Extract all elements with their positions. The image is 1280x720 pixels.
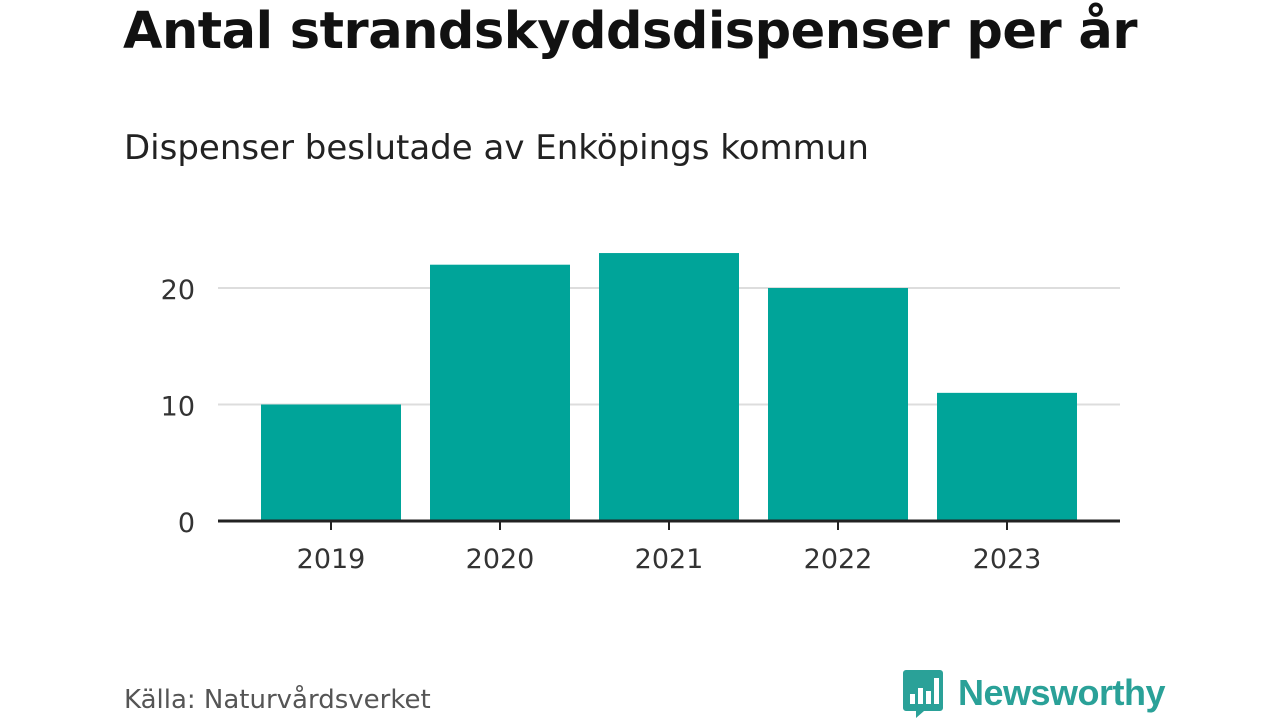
y-tick-label-10: 10 bbox=[161, 392, 195, 423]
chart-subtitle: Dispenser beslutade av Enköpings kommun bbox=[124, 128, 869, 168]
newsworthy-logo-icon bbox=[903, 670, 943, 718]
x-tick-label-2023: 2023 bbox=[973, 544, 1042, 575]
y-tick-label-0: 0 bbox=[178, 508, 195, 539]
x-tick-label-2022: 2022 bbox=[804, 544, 873, 575]
newsworthy-brand: Newsworthy bbox=[902, 668, 1166, 718]
bar-2022 bbox=[768, 288, 908, 521]
chart-title: Antal strandskyddsdispenser per år bbox=[123, 2, 1137, 61]
x-tick-label-2019: 2019 bbox=[297, 544, 366, 575]
source-note: Källa: Naturvårdsverket bbox=[124, 685, 431, 715]
bar-2021 bbox=[599, 253, 739, 522]
bar-2019 bbox=[261, 404, 401, 521]
x-tick-label-2020: 2020 bbox=[466, 544, 535, 575]
bar-2020 bbox=[430, 264, 570, 521]
x-tick-label-2021: 2021 bbox=[635, 544, 704, 575]
bar-2023 bbox=[937, 392, 1077, 521]
y-tick-label-20: 20 bbox=[161, 275, 195, 306]
brand-name: Newsworthy bbox=[958, 672, 1166, 713]
